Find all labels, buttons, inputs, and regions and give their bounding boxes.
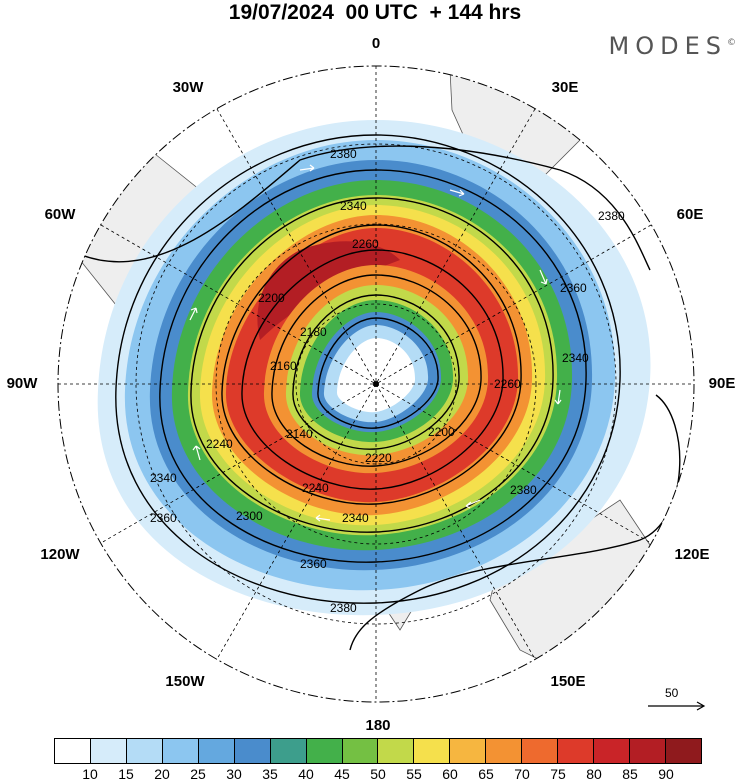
colorbar-tick-label: 90 [658, 766, 674, 782]
lon-label-120w: 120W [40, 546, 80, 563]
polar-map: 2380 2340 2260 2200 2180 2160 2140 2220 … [57, 65, 695, 703]
lon-label-90w: 90W [6, 375, 38, 392]
contour-label: 2340 [340, 199, 367, 213]
colorbar-cell [450, 739, 487, 763]
contour-label: 2180 [300, 325, 327, 339]
contour-label: 2380 [598, 209, 625, 223]
colorbar-cell [522, 739, 559, 763]
reference-vector: 50 [648, 686, 706, 716]
colorbar-tick-label: 55 [406, 766, 422, 782]
lon-label-60e: 60E [676, 206, 704, 223]
colorbar-tick-label: 35 [262, 766, 278, 782]
arrow-right-icon [648, 701, 706, 711]
pole-marker [373, 381, 379, 387]
contour-label: 2360 [150, 511, 177, 525]
contour-label: 2260 [494, 377, 521, 391]
contour-label: 2340 [150, 471, 177, 485]
lon-label-120e: 120E [674, 546, 710, 563]
contour-labels: 2380 2340 2260 2200 2180 2160 2140 2220 … [150, 147, 625, 615]
colorbar-cell [378, 739, 415, 763]
wind-vectors [189, 164, 562, 522]
colorbar-cell [270, 739, 307, 763]
contour-label: 2200 [258, 291, 285, 305]
colorbar-cell [342, 739, 379, 763]
colorbar-ticks: 10 15 20 25 30 35 40 45 50 55 60 65 70 75 80 85 90 [54, 766, 702, 782]
contour-label: 2220 [365, 451, 392, 465]
colorbar-cell [665, 739, 701, 763]
contour-label: 2340 [342, 511, 369, 525]
colorbar-cell [630, 739, 666, 763]
colorbar-tick-label: 60 [442, 766, 458, 782]
map-title: 19/07/2024 00 UTC + 144 hrs [228, 1, 522, 24]
reference-vector-label: 50 [665, 686, 679, 700]
lon-label-90e: 90E [708, 375, 736, 392]
contour-label: 2380 [330, 147, 357, 161]
lon-label-30e: 30E [551, 79, 579, 96]
brand-mark: © [727, 38, 736, 48]
lon-label-60w: 60W [44, 206, 76, 223]
colorbar-tick-label: 80 [586, 766, 602, 782]
jet-speed-shading [97, 120, 651, 616]
colorbar-cell [55, 739, 91, 763]
colorbar-cell [162, 739, 199, 763]
colorbar-tick-label: 15 [118, 766, 134, 782]
lon-label-180: 180 [365, 717, 391, 734]
map-disc [58, 66, 694, 702]
colorbar-cell [198, 739, 235, 763]
colorbar-cell [486, 739, 523, 763]
colorbar-tick-label: 70 [514, 766, 530, 782]
contour-label: 2380 [330, 601, 357, 615]
contour-label: 2360 [560, 281, 587, 295]
lon-label-150w: 150W [165, 673, 205, 690]
map-boundary [57, 65, 695, 703]
contour-label: 2160 [270, 359, 297, 373]
colorbar-cell [126, 739, 163, 763]
lon-label-150e: 150E [550, 673, 586, 690]
colorbar-tick-label: 85 [622, 766, 638, 782]
colorbar-cell [234, 739, 271, 763]
contour-label: 2140 [286, 427, 313, 441]
colorbar-tick-label: 45 [334, 766, 350, 782]
colorbar-cell [558, 739, 595, 763]
colorbar-tick-label: 25 [190, 766, 206, 782]
contour-label: 2360 [300, 557, 327, 571]
lon-label-0: 0 [371, 35, 381, 52]
colorbar-tick-label: 30 [226, 766, 242, 782]
contour-label: 2380 [510, 483, 537, 497]
lon-label-30w: 30W [172, 79, 204, 96]
colorbar-tick-label: 75 [550, 766, 566, 782]
colorbar [54, 738, 702, 764]
contour-label: 2240 [302, 481, 329, 495]
colorbar-cell [90, 739, 127, 763]
contour-label: 2260 [352, 237, 379, 251]
colorbar-tick-label: 20 [154, 766, 170, 782]
colorbar-cell [306, 739, 343, 763]
colorbar-tick-label: 10 [82, 766, 98, 782]
contour-label: 2200 [428, 425, 455, 439]
contour-label: 2340 [562, 351, 589, 365]
colorbar-tick-label: 50 [370, 766, 386, 782]
contour-label: 2240 [206, 437, 233, 451]
colorbar-cell [414, 739, 451, 763]
colorbar-cell [594, 739, 630, 763]
brand-logo: MODES© [609, 32, 736, 60]
brand-name: MODES [608, 32, 727, 60]
colorbar-tick-label: 40 [298, 766, 314, 782]
contour-label: 2300 [236, 509, 263, 523]
colorbar-tick-label: 65 [478, 766, 494, 782]
